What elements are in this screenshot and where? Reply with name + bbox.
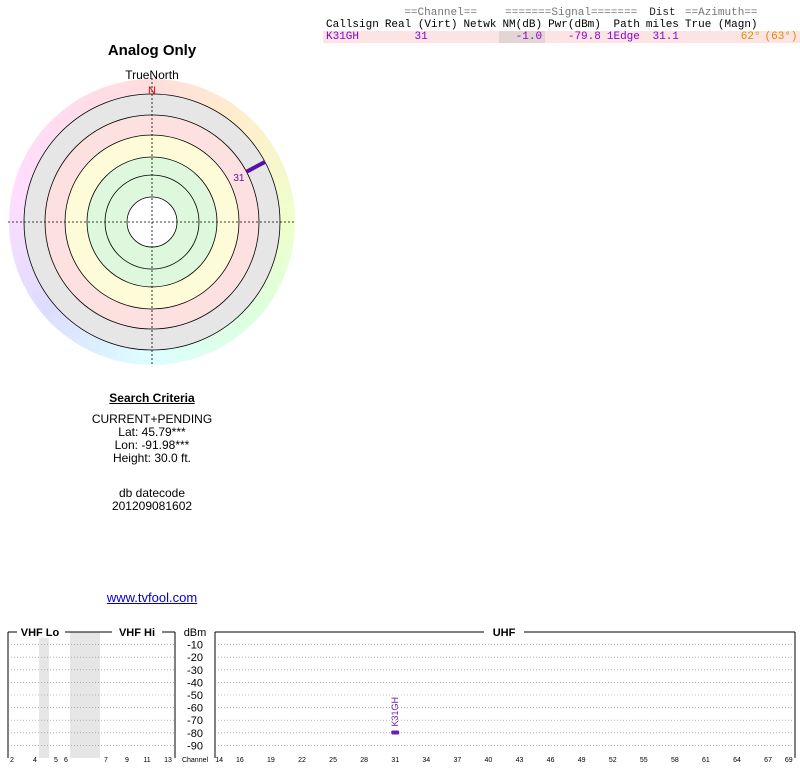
group-header: =======Signal=======: [505, 7, 638, 19]
x-tick-label: 13: [164, 757, 172, 764]
x-tick-label: 7: [104, 757, 108, 764]
column-header: True (Magn): [684, 19, 758, 31]
criteria-line: Lat: 45.79***: [118, 425, 186, 439]
x-tick-label: 25: [329, 757, 337, 764]
cell: K31GH: [323, 31, 382, 43]
criteria-line: Height: 30.0 ft.: [112, 451, 192, 465]
north-marker: N: [148, 85, 156, 97]
column-header: Real (Virt): [384, 19, 458, 31]
y-tick-label: -70: [187, 715, 203, 727]
group-header: Dist: [649, 7, 676, 19]
polar-chart: N 31: [8, 78, 296, 366]
datecode-value: 201209081602: [111, 499, 193, 513]
x-tick-label: 61: [702, 757, 710, 764]
y-tick-label: -10: [187, 640, 203, 652]
header-row: Callsign Real (Virt) Netwk NM(dB) Pwr(dBm) Pa…: [323, 19, 800, 31]
x-tick-label: 16: [236, 757, 244, 764]
band-label: UHF: [493, 627, 516, 639]
x-tick-label: 69: [785, 757, 793, 764]
x-tick-label: 14: [215, 757, 223, 764]
criteria-line: CURRENT+PENDING: [91, 412, 213, 426]
criteria-line: Lon: -91.98***: [114, 438, 190, 452]
spectrum-chart: VHF Lo VHF Hi UHF dBm Channel -10-20-30-…: [7, 626, 796, 764]
signal-bearing: [245, 160, 266, 174]
column-header: Callsign: [326, 19, 379, 31]
column-header: Pwr(dBm): [548, 19, 601, 31]
band-label: VHF Hi: [119, 627, 155, 639]
group-header: ==Azimuth==: [684, 7, 758, 19]
x-tick-label: 11: [143, 757, 150, 764]
label-bg: [17, 626, 65, 638]
column-header: miles: [645, 19, 679, 31]
x-tick-label: 6: [64, 757, 68, 764]
x-tick-label: 4: [33, 757, 37, 764]
y-tick-label: -40: [187, 677, 203, 689]
x-tick-label: 43: [516, 757, 524, 764]
x-tick-label: 19: [267, 757, 275, 764]
column-header: NM(dB): [502, 19, 543, 31]
cell: 31.1: [642, 31, 682, 43]
station-table: ==Channel== =======Signal======= Dist ==…: [323, 7, 800, 43]
y-tick-label: -20: [187, 652, 203, 664]
column-header: Netwk: [463, 19, 497, 31]
x-tick-label: 67: [764, 757, 772, 764]
y-tick-label: -50: [187, 690, 203, 702]
x-axis-label: Channel: [182, 757, 209, 764]
x-tick-label: 34: [422, 757, 430, 764]
signal-callsign: K31GH: [390, 697, 400, 727]
cell: 1Edge: [603, 31, 643, 43]
x-tick-label: 49: [578, 757, 586, 764]
spectrum-group: VHF Lo VHF Hi UHF dBm Channel -10-20-30-…: [7, 626, 796, 764]
north-label: TrueNorth: [125, 68, 179, 82]
x-tick-label: 55: [640, 757, 648, 764]
site-link[interactable]: www.tvfool.com: [106, 590, 198, 605]
column-header: Path: [613, 19, 640, 31]
signal-bar: [391, 730, 400, 735]
x-tick-label: 22: [298, 757, 306, 764]
x-tick-label: 2: [10, 757, 14, 764]
spacer: [323, 7, 382, 19]
criteria-list: CURRENT+PENDING Lat: 45.79*** Lon: -91.9…: [2, 413, 302, 465]
y-tick-label: -60: [187, 703, 203, 715]
x-tick-label: 5: [54, 757, 58, 764]
x-tick-label: 58: [671, 757, 679, 764]
x-tick-label: 46: [547, 757, 555, 764]
x-tick-label: 40: [485, 757, 493, 764]
datecode-label: db datecode: [118, 486, 186, 500]
polar-title: Analog Only: [107, 42, 197, 59]
x-tick-label: 31: [391, 757, 399, 764]
x-tick-label: 28: [360, 757, 368, 764]
criteria-title: Search Criteria: [109, 391, 195, 405]
x-tick-label: 52: [609, 757, 617, 764]
cell: (63°): [760, 31, 800, 43]
cell: 62°: [681, 31, 761, 43]
label-bg: [484, 626, 524, 638]
cell: 31: [381, 31, 461, 43]
cell: -79.8: [545, 31, 604, 43]
y-tick-label: -90: [187, 740, 203, 752]
x-tick-label: 37: [453, 757, 461, 764]
label-bg: [112, 626, 162, 638]
group-header: ==Channel==: [404, 7, 477, 19]
datecode: db datecode 201209081602: [2, 487, 302, 513]
y-tick-label: -80: [187, 728, 203, 740]
signal-label: 31: [233, 173, 245, 184]
y-tick-label: -30: [187, 665, 203, 677]
band-label: VHF Lo: [21, 627, 60, 639]
y-axis-label: dBm: [184, 627, 207, 639]
data-row: K31GH 31 -1.0 -79.8 1Edge 31.1 62° (63°): [323, 31, 800, 43]
cell: -1.0: [499, 31, 546, 43]
cell: [460, 31, 500, 43]
x-tick-label: 64: [733, 757, 741, 764]
x-tick-label: 9: [125, 757, 129, 764]
